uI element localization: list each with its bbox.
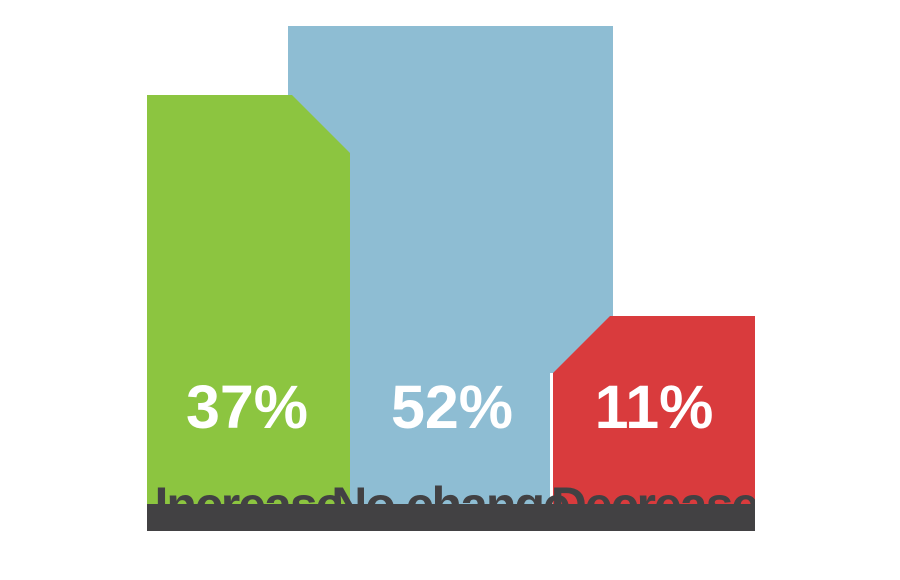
bar-decrease <box>553 316 755 531</box>
label-band-solid-strip <box>147 504 755 531</box>
value-label-no-change: 52% <box>390 373 514 441</box>
category-label-band: Increase No change Decrease <box>147 482 755 531</box>
bar-increase <box>147 95 350 531</box>
bar-decrease-left-seam <box>550 373 553 531</box>
value-label-increase: 37% <box>185 373 309 441</box>
value-label-decrease: 11% <box>594 373 714 441</box>
